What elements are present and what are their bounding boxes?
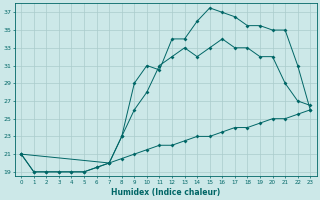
X-axis label: Humidex (Indice chaleur): Humidex (Indice chaleur) bbox=[111, 188, 220, 197]
